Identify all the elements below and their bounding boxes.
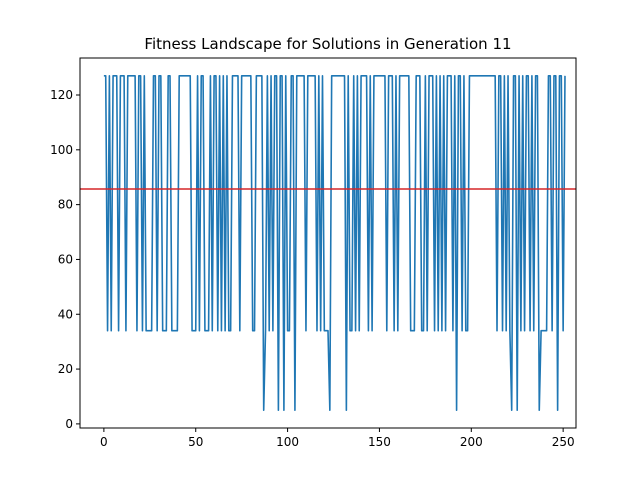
- y-tick-label: 80: [58, 198, 73, 212]
- y-tick-label: 0: [65, 417, 73, 431]
- y-tick-label: 60: [58, 252, 73, 266]
- x-tick-label: 50: [188, 435, 203, 449]
- y-tick-label: 20: [58, 362, 73, 376]
- x-tick-label: 150: [368, 435, 391, 449]
- series-layer: [103, 75, 566, 411]
- x-tick-label: 0: [100, 435, 108, 449]
- x-tick-label: 200: [460, 435, 483, 449]
- y-tick-label: 120: [50, 88, 73, 102]
- x-tick-label: 250: [552, 435, 575, 449]
- chart-title: Fitness Landscape for Solutions in Gener…: [144, 35, 511, 53]
- y-tick-label: 100: [50, 143, 73, 157]
- x-axis: 0 50 100 150 200 250: [100, 428, 575, 449]
- y-tick-label: 40: [58, 307, 73, 321]
- series-line-0: [103, 75, 566, 411]
- x-tick-label: 100: [276, 435, 299, 449]
- plot-frame: [79, 57, 577, 429]
- y-axis: 0 20 40 60 80 100 120: [50, 88, 80, 431]
